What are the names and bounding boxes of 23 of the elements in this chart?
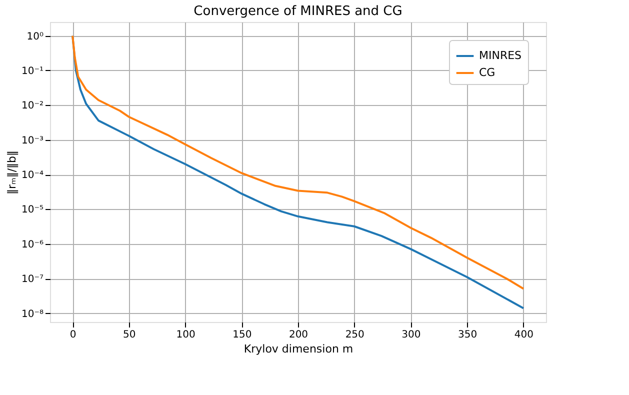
x-tick-label: 100 <box>176 330 196 340</box>
y-tick-label: 10⁻² <box>21 100 44 112</box>
legend-label: CG <box>479 66 496 79</box>
legend-label: MINRES <box>479 49 522 62</box>
x-tick-label: 50 <box>123 330 136 340</box>
y-tick-label: 10⁻⁴ <box>21 170 44 182</box>
x-tick-label: 350 <box>458 330 478 340</box>
x-axis-title: Krylov dimension m <box>244 342 354 356</box>
y-tick-label: 10⁰ <box>26 31 44 42</box>
x-tick-label: 300 <box>402 330 421 340</box>
chart-title: Convergence of MINRES and CG <box>194 4 402 19</box>
y-tick-label: 10⁻³ <box>21 135 44 146</box>
x-tick-label: 250 <box>345 330 364 340</box>
x-tick-label: 400 <box>514 330 534 340</box>
y-tick-label: 10⁻⁶ <box>21 239 44 250</box>
y-tick-label: 10⁻⁷ <box>21 274 44 286</box>
x-tick-label: 0 <box>70 330 76 340</box>
y-axis-title: ‖rₘ‖/‖b‖ <box>5 150 18 195</box>
y-tick-label: 10⁻⁵ <box>21 204 44 216</box>
y-tick-label: 10⁻¹ <box>21 66 44 77</box>
x-tick-label: 200 <box>288 330 308 340</box>
x-tick-label: 150 <box>232 330 252 340</box>
y-tick-label: 10⁻⁸ <box>21 308 44 320</box>
